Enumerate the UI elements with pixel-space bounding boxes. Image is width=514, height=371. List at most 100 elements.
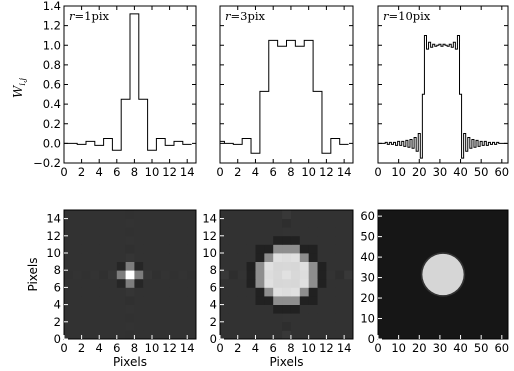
image-pixel bbox=[326, 261, 336, 271]
image-pixel bbox=[264, 261, 274, 271]
image-pixel bbox=[344, 244, 354, 254]
image-pixel bbox=[273, 218, 283, 228]
image-pixel bbox=[290, 278, 301, 288]
y-tick-label: 1.0 bbox=[43, 38, 61, 52]
image-pixel bbox=[335, 304, 345, 314]
image-pixel bbox=[282, 210, 292, 219]
image-pixel bbox=[299, 227, 310, 237]
image-pixel bbox=[255, 244, 265, 254]
image-pixel bbox=[246, 261, 256, 271]
image-pixel bbox=[344, 278, 354, 288]
image-pixel bbox=[187, 261, 197, 271]
annotation-value: =3pix bbox=[231, 9, 266, 23]
image-pixel bbox=[143, 278, 153, 288]
image-pixel bbox=[335, 330, 345, 340]
image-pixel bbox=[282, 330, 292, 340]
image-pixel bbox=[178, 253, 188, 262]
image-pixel bbox=[246, 235, 256, 245]
y-tick-label: 40 bbox=[360, 250, 375, 264]
image-pixel bbox=[160, 235, 170, 245]
image-pixel bbox=[344, 235, 354, 245]
image-pixel bbox=[64, 227, 74, 237]
x-axis-label: Pixels bbox=[113, 355, 147, 369]
image-pixel bbox=[64, 261, 74, 271]
image-pixel bbox=[169, 278, 179, 288]
image-pixel bbox=[255, 270, 265, 280]
image-pixel bbox=[108, 330, 118, 340]
image-pixel bbox=[125, 278, 135, 288]
image-pixel bbox=[344, 227, 354, 237]
image-pixel bbox=[90, 227, 100, 237]
image-pixel bbox=[255, 330, 265, 340]
image-pixel bbox=[72, 321, 82, 331]
image-pixel bbox=[255, 210, 265, 219]
image-pixel bbox=[220, 235, 230, 245]
image-pixel bbox=[308, 210, 318, 219]
image-pixel bbox=[116, 321, 126, 331]
image-pixel bbox=[237, 313, 247, 323]
image-pixel bbox=[134, 330, 144, 340]
image-pixel bbox=[160, 253, 170, 262]
y-tick-label: 30 bbox=[360, 271, 375, 285]
image-pixel bbox=[282, 321, 292, 331]
image-pixel bbox=[317, 313, 327, 323]
image-pixel bbox=[326, 218, 336, 228]
image-pixel bbox=[169, 296, 179, 305]
x-tick-label: 8 bbox=[131, 341, 138, 355]
image-pixel bbox=[282, 253, 292, 262]
image-pixel bbox=[220, 218, 230, 228]
image-pixel bbox=[169, 304, 179, 314]
image-pixel bbox=[308, 287, 318, 297]
image-pixel bbox=[246, 313, 256, 323]
annotation-symbol: r bbox=[225, 9, 232, 23]
image-pixel bbox=[282, 227, 292, 237]
image-pixel bbox=[273, 270, 283, 280]
image-pixel bbox=[160, 278, 170, 288]
image-pixel bbox=[308, 270, 318, 280]
image-pixel bbox=[326, 278, 336, 288]
image-pixel bbox=[187, 253, 197, 262]
y-tick-label: 0.6 bbox=[43, 78, 61, 92]
image-pixel bbox=[64, 330, 74, 340]
image-pixel bbox=[273, 227, 283, 237]
image-pixel bbox=[344, 253, 354, 262]
image-pixel bbox=[143, 287, 153, 297]
image-pixel bbox=[308, 253, 318, 262]
image-pixel bbox=[290, 313, 301, 323]
image-pixel bbox=[228, 210, 239, 219]
image-pixel bbox=[169, 287, 179, 297]
image-pixel bbox=[264, 278, 274, 288]
image-pixel bbox=[246, 253, 256, 262]
image-pixel bbox=[308, 304, 318, 314]
image-pixel bbox=[99, 321, 109, 331]
image-pixel bbox=[169, 210, 179, 219]
image-pixel bbox=[220, 227, 230, 237]
image-pixel bbox=[143, 270, 153, 280]
image-pixel bbox=[255, 304, 265, 314]
image-pixel bbox=[90, 278, 100, 288]
image-pixel bbox=[160, 313, 170, 323]
x-tick-label: 20 bbox=[412, 165, 427, 179]
image-pixel bbox=[160, 244, 170, 254]
image-pixel bbox=[282, 296, 292, 305]
image-pixel bbox=[99, 296, 109, 305]
image-pixel bbox=[237, 261, 247, 271]
y-tick-label: 50 bbox=[360, 230, 375, 244]
y-tick-label: 0.4 bbox=[43, 97, 61, 111]
image-pixel bbox=[299, 261, 310, 271]
image-pixel bbox=[99, 270, 109, 280]
profile-panel-3: 0 10 20 30 40 50 60 r=10pix bbox=[374, 5, 509, 179]
image-pixel bbox=[169, 227, 179, 237]
image-pixel bbox=[237, 270, 247, 280]
image-pixel bbox=[152, 270, 162, 280]
image-pixel bbox=[290, 227, 301, 237]
image-pixel bbox=[187, 218, 197, 228]
image-pixel bbox=[178, 278, 188, 288]
image-pixel bbox=[246, 330, 256, 340]
image-pixel bbox=[125, 313, 135, 323]
x-tick-label: 10 bbox=[391, 341, 406, 355]
y-tick-label: 10 bbox=[46, 246, 61, 260]
image-pixel bbox=[81, 304, 91, 314]
image-pixel bbox=[273, 287, 283, 297]
